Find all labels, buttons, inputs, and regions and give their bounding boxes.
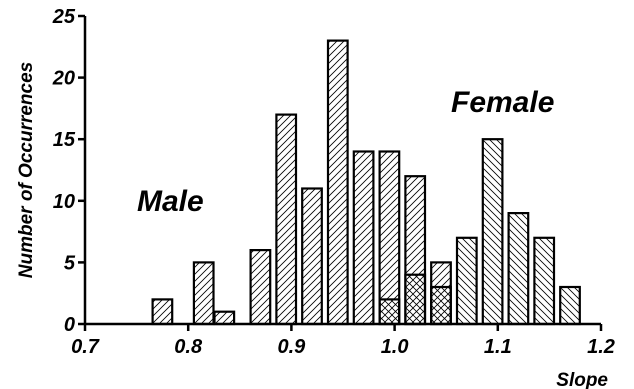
female-bar-6 <box>533 236 556 326</box>
y-tick-label-2: 10 <box>53 191 75 213</box>
axes-group: 0.7 0.8 0.9 1.0 1.1 1.2 0 5 10 15 20 25 <box>52 6 615 358</box>
male-bar-5 <box>301 187 323 326</box>
female-bar-7 <box>559 285 581 326</box>
male-bar-3 <box>249 249 272 326</box>
x-tick-label-5: 1.2 <box>587 336 615 358</box>
male-bar-7 <box>352 150 375 326</box>
female-bar-4 <box>481 138 504 326</box>
y-tick-label-0: 0 <box>64 314 75 336</box>
y-tick-label-5: 25 <box>52 6 76 28</box>
male-bar-4 <box>275 113 298 326</box>
y-tick-label-4: 20 <box>52 68 75 90</box>
male-bar-0 <box>151 298 174 326</box>
female-bar-2 <box>430 285 452 326</box>
x-tick-label-3: 1.0 <box>381 336 409 358</box>
female-annotation: Female <box>451 86 554 119</box>
y-axis-title: Number of Occurrences <box>16 62 37 278</box>
x-axis-title: Slope <box>556 370 608 389</box>
y-tick-label-3: 15 <box>53 129 76 151</box>
x-tick-label-0: 0.7 <box>71 336 100 358</box>
bars-group <box>151 39 581 326</box>
x-tick-label-4: 1.1 <box>484 336 512 358</box>
female-bar-1 <box>404 273 427 326</box>
female-bar-5 <box>507 212 530 326</box>
male-bar-6 <box>326 39 349 326</box>
female-bar-3 <box>455 236 478 326</box>
y-tick-label-1: 5 <box>64 252 76 274</box>
male-bar-1 <box>192 261 215 326</box>
male-bar-8 <box>378 150 401 326</box>
x-tick-label-1: 0.8 <box>174 336 203 358</box>
male-annotation: Male <box>137 185 204 218</box>
female-bar-0 <box>378 298 401 326</box>
x-tick-label-2: 0.9 <box>277 336 306 358</box>
male-bar-2 <box>213 310 236 326</box>
